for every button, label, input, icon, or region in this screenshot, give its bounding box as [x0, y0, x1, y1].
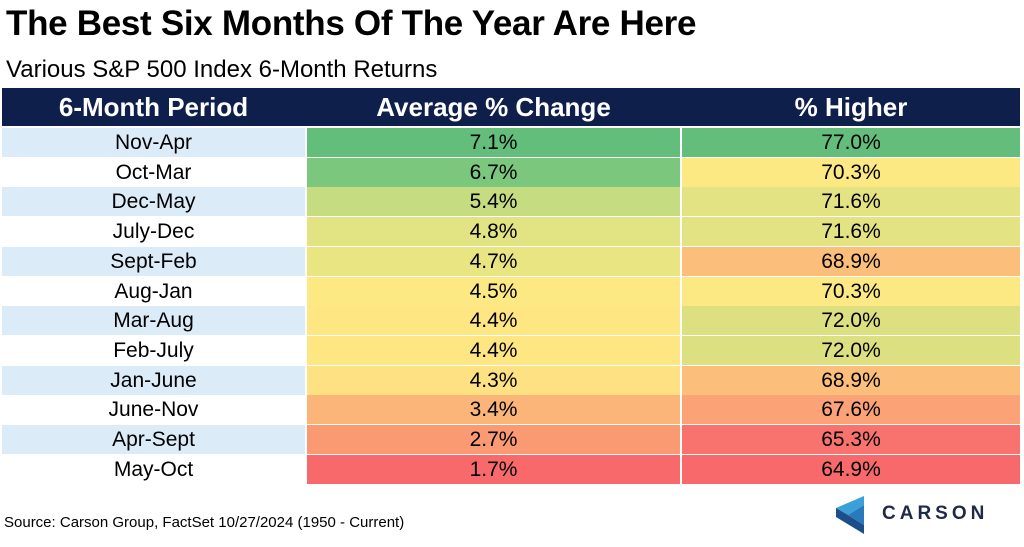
- percent-higher-cell: 70.3%: [682, 157, 1020, 187]
- percent-higher-cell: 68.9%: [682, 365, 1020, 395]
- chart-subtitle: Various S&P 500 Index 6-Month Returns: [6, 56, 438, 83]
- average-change-cell: 4.3%: [307, 365, 680, 395]
- average-change-cell: 2.7%: [307, 425, 680, 454]
- table-row: Sept-Feb 4.7% 68.9%: [2, 246, 1020, 276]
- period-cell: Nov-Apr: [2, 128, 305, 157]
- source-note: Source: Carson Group, FactSet 10/27/2024…: [4, 514, 405, 531]
- period-cell: July-Dec: [2, 217, 305, 247]
- average-change-cell: 3.4%: [307, 395, 680, 425]
- percent-higher-cell: 77.0%: [682, 128, 1020, 157]
- average-change-cell: 4.5%: [307, 276, 680, 306]
- average-change-cell: 4.7%: [307, 246, 680, 276]
- table-row: May-Oct 1.7% 64.9%: [2, 454, 1020, 484]
- column-header-percent-higher: % Higher: [794, 92, 908, 122]
- average-change-cell: 6.7%: [307, 157, 680, 187]
- percent-higher-cell: 65.3%: [682, 425, 1020, 454]
- table-row: Jan-June 4.3% 68.9%: [2, 365, 1020, 395]
- column-header-average-change: Average % Change: [376, 92, 611, 122]
- column-header-period: 6-Month Period: [58, 92, 249, 122]
- table-row: June-Nov 3.4% 67.6%: [2, 395, 1020, 425]
- table-row: July-Dec 4.8% 71.6%: [2, 217, 1020, 247]
- table-row: Nov-Apr 7.1% 77.0%: [2, 128, 1020, 157]
- period-cell: May-Oct: [2, 454, 305, 484]
- average-change-cell: 5.4%: [307, 187, 680, 217]
- chart-title: The Best Six Months Of The Year Are Here: [6, 4, 697, 43]
- percent-higher-cell: 72.0%: [682, 306, 1020, 336]
- table-row: Feb-July 4.4% 72.0%: [2, 335, 1020, 365]
- logo-wordmark: CARSON: [882, 503, 989, 524]
- percent-higher-cell: 67.6%: [682, 395, 1020, 425]
- table-row: Mar-Aug 4.4% 72.0%: [2, 306, 1020, 336]
- table-header: 6-Month Period Average % Change % Higher: [2, 88, 1020, 126]
- average-change-cell: 4.4%: [307, 306, 680, 336]
- table-row: Apr-Sept 2.7% 65.3%: [2, 425, 1020, 454]
- period-cell: Mar-Aug: [2, 306, 305, 336]
- table-row: Aug-Jan 4.5% 70.3%: [2, 276, 1020, 306]
- average-change-cell: 4.8%: [307, 217, 680, 247]
- percent-higher-cell: 72.0%: [682, 335, 1020, 365]
- percent-higher-cell: 68.9%: [682, 246, 1020, 276]
- average-change-cell: 1.7%: [307, 454, 680, 484]
- table-row: Dec-May 5.4% 71.6%: [2, 187, 1020, 217]
- percent-higher-cell: 71.6%: [682, 217, 1020, 247]
- period-cell: Feb-July: [2, 335, 305, 365]
- percent-higher-cell: 70.3%: [682, 276, 1020, 306]
- percent-higher-cell: 64.9%: [682, 454, 1020, 484]
- carson-logo: CARSON: [836, 496, 1006, 534]
- percent-higher-cell: 71.6%: [682, 187, 1020, 217]
- period-cell: Jan-June: [2, 365, 305, 395]
- table-row: Oct-Mar 6.7% 70.3%: [2, 157, 1020, 187]
- period-cell: Aug-Jan: [2, 276, 305, 306]
- period-cell: Dec-May: [2, 187, 305, 217]
- period-cell: Oct-Mar: [2, 157, 305, 187]
- average-change-cell: 7.1%: [307, 128, 680, 157]
- period-cell: June-Nov: [2, 395, 305, 425]
- period-cell: Sept-Feb: [2, 246, 305, 276]
- carson-chevron-logo-icon: [836, 496, 864, 534]
- average-change-cell: 4.4%: [307, 335, 680, 365]
- period-cell: Apr-Sept: [2, 425, 305, 454]
